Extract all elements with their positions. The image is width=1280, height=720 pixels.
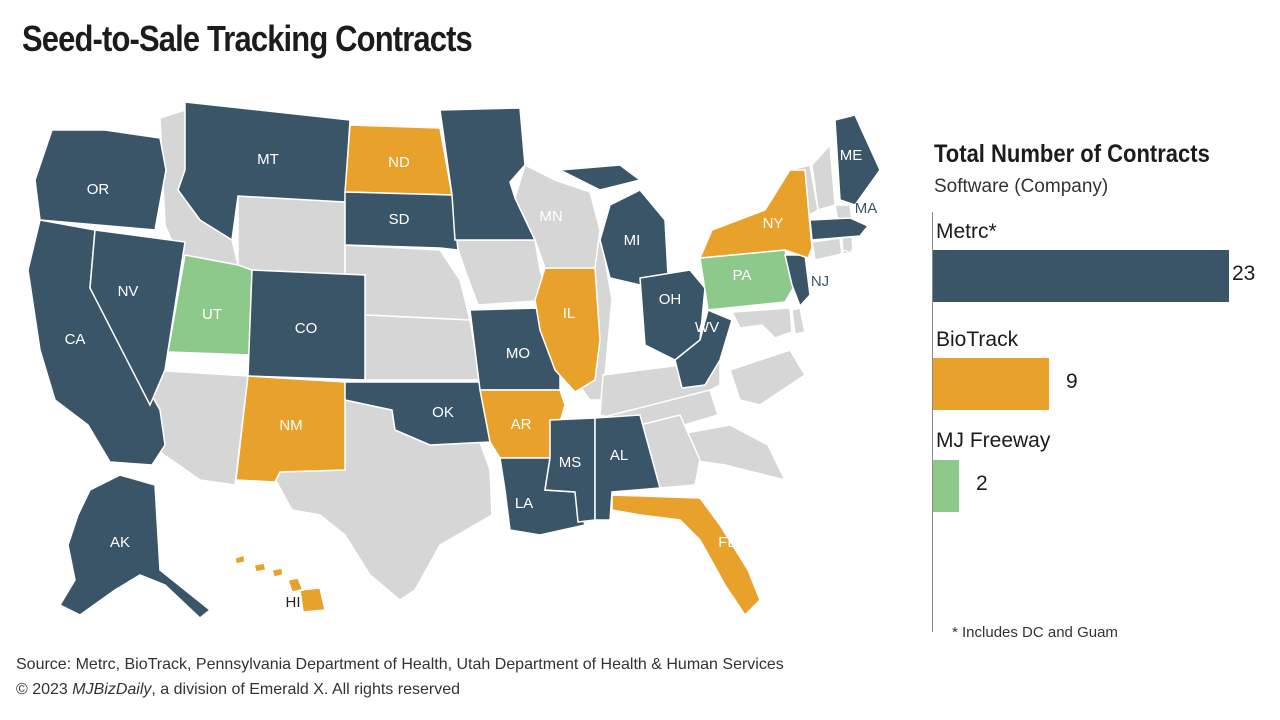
callout-de-dc-md: DE, DC, MD bbox=[810, 317, 893, 334]
source-note: Source: Metrc, BioTrack, Pennsylvania De… bbox=[16, 656, 784, 673]
label-ok: OK bbox=[432, 404, 454, 421]
state-ny bbox=[698, 169, 813, 259]
contracts-panel: Total Number of Contracts Software (Comp… bbox=[932, 140, 1272, 650]
chart-axis-line bbox=[932, 212, 933, 632]
label-ca: CA bbox=[65, 331, 86, 348]
map-state-labels: OR CA NV MT UT CO NM ND SD OK MN MO AR L… bbox=[65, 147, 893, 611]
label-la: LA bbox=[515, 495, 533, 512]
label-nv: NV bbox=[118, 283, 139, 300]
label-ak: AK bbox=[110, 534, 130, 551]
state-me bbox=[834, 114, 881, 206]
chart-footnote: * Includes DC and Guam bbox=[952, 624, 1118, 641]
map-data-states bbox=[27, 101, 881, 619]
copyright-suffix: , a division of Emerald X. All rights re… bbox=[151, 681, 460, 698]
label-me: ME bbox=[840, 147, 863, 164]
label-mn: MN bbox=[539, 208, 562, 225]
label-mo: MO bbox=[506, 345, 530, 362]
panel-subtitle: Software (Company) bbox=[934, 176, 1109, 197]
page-title: Seed-to-Sale Tracking Contracts bbox=[22, 18, 473, 59]
copyright-brand: MJBizDaily bbox=[72, 681, 152, 698]
state-ct bbox=[811, 237, 843, 261]
label-co: CO bbox=[295, 320, 318, 337]
bar-value-mjfreeway: 2 bbox=[976, 472, 988, 495]
state-sd bbox=[344, 191, 459, 251]
label-mt: MT bbox=[257, 151, 279, 168]
label-nj: NJ bbox=[811, 273, 829, 290]
label-or: OR bbox=[87, 181, 110, 198]
state-nv bbox=[89, 229, 186, 407]
state-al bbox=[594, 414, 661, 521]
label-mi: MI bbox=[624, 232, 641, 249]
bar-value-biotrack: 9 bbox=[1066, 370, 1078, 393]
label-nm: NM bbox=[279, 417, 302, 434]
state-md bbox=[730, 307, 793, 339]
label-il: IL bbox=[563, 305, 576, 322]
bar-mjfreeway bbox=[933, 460, 959, 512]
label-ms: MS bbox=[559, 454, 582, 471]
label-pa: PA bbox=[733, 267, 752, 284]
bar-biotrack bbox=[933, 358, 1049, 410]
state-hi bbox=[234, 554, 326, 613]
label-sd: SD bbox=[389, 211, 410, 228]
label-wv: WV bbox=[695, 319, 719, 336]
bar-label-metrc: Metrc* bbox=[936, 220, 997, 243]
state-or bbox=[34, 129, 167, 231]
label-ny: NY bbox=[763, 215, 784, 232]
bar-label-mjfreeway: MJ Freeway bbox=[936, 429, 1051, 452]
label-ut: UT bbox=[202, 306, 222, 323]
panel-title: Total Number of Contracts bbox=[934, 140, 1210, 168]
us-map: OR CA NV MT UT CO NM ND SD OK MN MO AR L… bbox=[0, 70, 900, 630]
state-de bbox=[791, 307, 806, 335]
state-mn bbox=[439, 107, 537, 241]
state-fl bbox=[611, 494, 761, 617]
state-ak bbox=[58, 474, 212, 619]
label-hi: HI bbox=[286, 594, 301, 611]
bar-metrc bbox=[933, 250, 1229, 302]
state-wv bbox=[674, 308, 733, 389]
label-ar: AR bbox=[511, 416, 532, 433]
us-map-svg: OR CA NV MT UT CO NM ND SD OK MN MO AR L… bbox=[27, 101, 893, 619]
label-fl: FL bbox=[718, 534, 736, 551]
state-ma bbox=[809, 217, 870, 241]
label-al: AL bbox=[610, 447, 628, 464]
bar-label-biotrack: BioTrack bbox=[936, 328, 1019, 351]
state-wi bbox=[514, 163, 601, 269]
state-co bbox=[247, 269, 366, 381]
callout-ct-ri: CT, RI bbox=[839, 247, 881, 264]
state-il bbox=[534, 267, 601, 393]
copyright-prefix: © 2023 bbox=[16, 681, 73, 698]
bar-value-metrc: 23 bbox=[1232, 262, 1256, 285]
label-oh: OH bbox=[659, 291, 682, 308]
copyright-note: © 2023 MJBizDaily, a division of Emerald… bbox=[16, 681, 460, 699]
label-nd: ND bbox=[388, 154, 410, 171]
label-ma: MA bbox=[855, 200, 878, 217]
